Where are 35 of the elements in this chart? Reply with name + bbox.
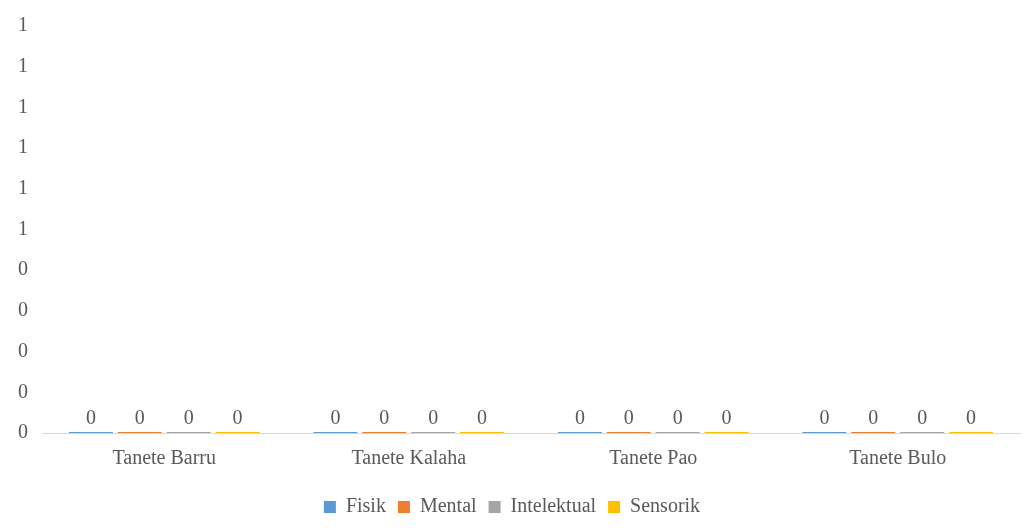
data-label: 0: [134, 406, 145, 429]
data-label: 0: [183, 406, 194, 429]
y-tick-label: 1: [18, 135, 28, 158]
y-tick-label: 0: [18, 298, 28, 321]
data-label: 0: [428, 406, 439, 429]
data-label: 0: [379, 406, 390, 429]
x-tick-label: Tanete Pao: [609, 446, 698, 469]
legend-label: Mental: [419, 494, 478, 517]
data-label: 0: [966, 406, 977, 429]
data-label: 0: [868, 406, 879, 429]
y-tick-label: 1: [18, 216, 28, 239]
data-label: 0: [721, 406, 732, 429]
data-label: 0: [574, 406, 585, 429]
legend-label: Intelektual: [510, 494, 597, 517]
data-label: 0: [623, 406, 634, 429]
x-tick-label: Tanete Bulo: [849, 446, 947, 469]
data-label: 0: [917, 406, 928, 429]
legend-label: Sensorik: [630, 494, 701, 517]
data-label: 0: [672, 406, 683, 429]
legend-label: Fisik: [345, 494, 386, 517]
y-tick-label: 1: [18, 13, 28, 36]
data-label: 0: [819, 406, 830, 429]
data-label: 0: [477, 406, 488, 429]
data-label: 0: [85, 406, 96, 429]
y-tick-label: 1: [18, 53, 28, 76]
y-tick-label: 1: [18, 176, 28, 199]
y-tick-label: 1: [18, 94, 28, 117]
x-tick-label: Tanete Barru: [112, 446, 217, 469]
data-label: 0: [232, 406, 243, 429]
x-tick-label: Tanete Kalaha: [351, 446, 467, 469]
y-tick-label: 0: [18, 420, 28, 443]
y-tick-label: 0: [18, 338, 28, 361]
y-tick-label: 0: [18, 257, 28, 280]
data-label: 0: [330, 406, 341, 429]
y-tick-label: 0: [18, 379, 28, 402]
